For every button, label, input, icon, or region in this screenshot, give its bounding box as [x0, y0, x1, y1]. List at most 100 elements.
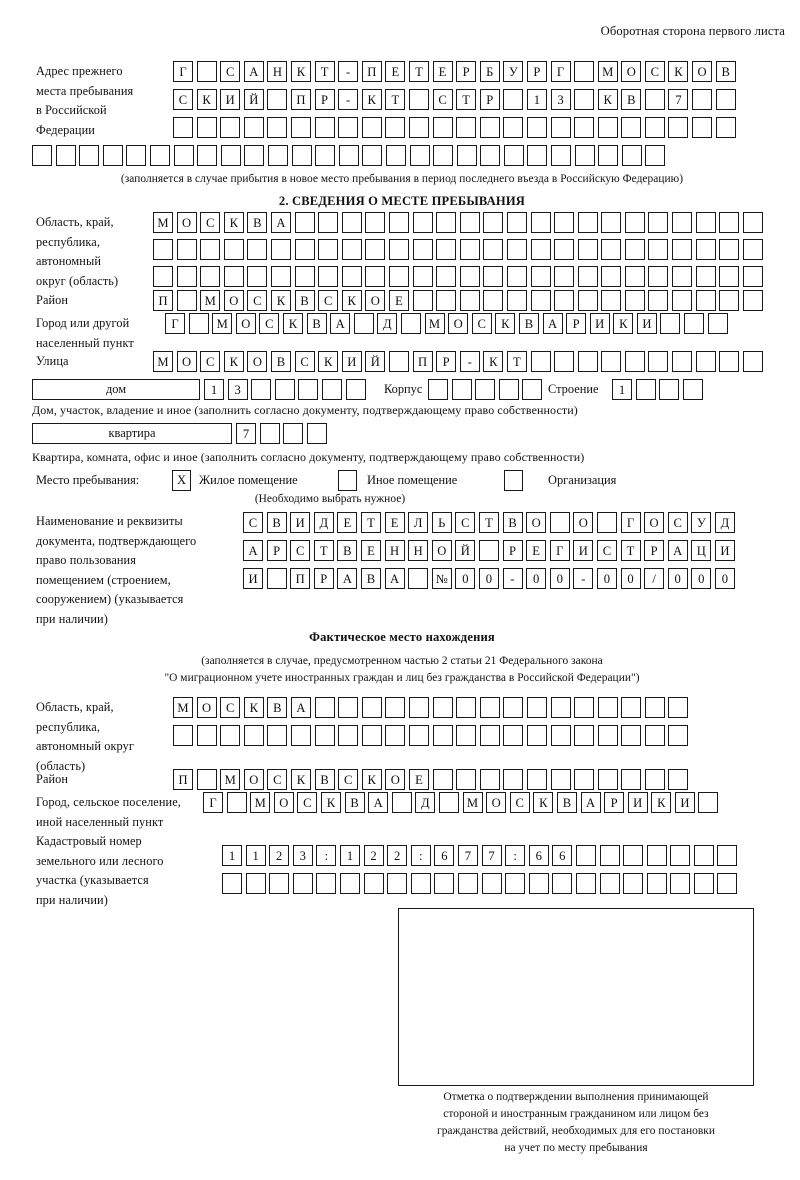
house-number-cell-7[interactable] [345, 379, 366, 400]
actual-region-r1-cell-3[interactable]: С [220, 697, 241, 718]
actual-city-cell-7[interactable]: В [344, 792, 365, 813]
previous-address-r3-cell-14[interactable] [479, 117, 500, 138]
section2-region-r3-cell-2[interactable] [176, 266, 197, 287]
previous-address-r2-cell-1[interactable]: С [173, 89, 193, 110]
actual-region-r2-cell-8[interactable] [338, 725, 359, 746]
cadastral-r2-cell-10[interactable] [434, 873, 455, 894]
previous-address-r1-cell-23[interactable]: О [692, 61, 713, 82]
document-r3-cell-4[interactable]: Р [313, 568, 334, 589]
actual-district-cell-7[interactable]: В [314, 769, 335, 790]
actual-region-r2-cell-10[interactable] [385, 725, 406, 746]
section2-region-r2-cell-18[interactable] [554, 239, 575, 260]
previous-address-r2-cell-21[interactable] [644, 89, 665, 110]
actual-region-r2-cell-16[interactable] [526, 725, 547, 746]
section2-street-cell-18[interactable] [554, 351, 575, 372]
actual-region-r1-cell-4[interactable]: К [243, 697, 264, 718]
section2-region-r3-cell-15[interactable] [483, 266, 504, 287]
document-r1-cell-10[interactable]: С [455, 512, 476, 533]
section2-district-cell-23[interactable] [672, 290, 693, 311]
section2-region-r2-cell-10[interactable] [365, 239, 386, 260]
previous-address-r1-cell-6[interactable]: К [290, 61, 311, 82]
document-r2-cell-8[interactable]: Н [408, 540, 429, 561]
previous-address-r2-cell-12[interactable]: С [432, 89, 453, 110]
actual-district-cell-9[interactable]: К [361, 769, 382, 790]
section2-region-r1-cell-7[interactable] [294, 212, 315, 233]
section2-region-r1-cell-16[interactable] [506, 212, 527, 233]
cadastral-r2-cell-14[interactable] [528, 873, 549, 894]
previous-address-row-3[interactable] [173, 117, 739, 138]
section2-street-cell-3[interactable]: С [200, 351, 221, 372]
section2-region-r3-cell-3[interactable] [200, 266, 221, 287]
cadastral-r2-cell-9[interactable] [410, 873, 431, 894]
section2-street-cell-5[interactable]: О [247, 351, 268, 372]
section2-street-cell-19[interactable] [577, 351, 598, 372]
cadastral-r1-cell-21[interactable] [693, 845, 714, 866]
section2-district-cell-19[interactable] [577, 290, 598, 311]
section2-district-cell-13[interactable] [436, 290, 457, 311]
previous-address-r2-cell-5[interactable] [267, 89, 288, 110]
previous-address-r3-cell-11[interactable] [408, 117, 429, 138]
section2-region-r1-cell-24[interactable] [695, 212, 716, 233]
actual-district-cell-16[interactable] [526, 769, 547, 790]
cadastral-r1-cell-8[interactable]: 2 [387, 845, 408, 866]
actual-city-cell-21[interactable]: И [674, 792, 695, 813]
section2-street-cell-1[interactable]: М [153, 351, 173, 372]
section2-region-r3-cell-23[interactable] [672, 266, 693, 287]
document-r2-cell-15[interactable]: И [573, 540, 594, 561]
section2-city-cell-6[interactable]: К [282, 313, 303, 334]
flat-number-cell-1[interactable]: 7 [236, 423, 256, 444]
document-r2-cell-9[interactable]: О [431, 540, 452, 561]
section2-region-r3-cell-12[interactable] [412, 266, 433, 287]
actual-district-cell-22[interactable] [668, 769, 689, 790]
cadastral-r1-cell-14[interactable]: 6 [528, 845, 549, 866]
section2-region-r1-cell-25[interactable] [719, 212, 740, 233]
document-r3-cell-1[interactable]: И [243, 568, 263, 589]
document-r3-cell-8[interactable] [408, 568, 429, 589]
previous-address-r1-cell-22[interactable]: К [668, 61, 689, 82]
actual-region-r1-cell-13[interactable] [456, 697, 477, 718]
document-r1-cell-16[interactable] [596, 512, 617, 533]
actual-city-cell-17[interactable]: А [580, 792, 601, 813]
actual-region-r2-cell-7[interactable] [314, 725, 335, 746]
actual-region-r2-cell-17[interactable] [550, 725, 571, 746]
actual-city-cell-6[interactable]: К [320, 792, 341, 813]
korpus-number-cell-2[interactable] [451, 379, 472, 400]
section2-region-r3-cell-14[interactable] [459, 266, 480, 287]
stroenie-number-cell-2[interactable] [635, 379, 656, 400]
cadastral-r1-cell-7[interactable]: 2 [363, 845, 384, 866]
previous-address-r3-cell-20[interactable] [621, 117, 642, 138]
document-r3-cell-6[interactable]: В [360, 568, 381, 589]
section2-region-r3-cell-9[interactable] [341, 266, 362, 287]
section2-district-cell-8[interactable]: С [318, 290, 339, 311]
previous-address-r4-cell-7[interactable] [173, 145, 194, 166]
cadastral-r2-cell-6[interactable] [339, 873, 360, 894]
previous-address-r4-cell-24[interactable] [574, 145, 595, 166]
document-r1-cell-18[interactable]: О [644, 512, 665, 533]
stroenie-number-cell-4[interactable] [682, 379, 703, 400]
stay-type-checkbox-other[interactable] [338, 470, 357, 491]
previous-address-r1-cell-24[interactable]: В [715, 61, 736, 82]
actual-city-cell-4[interactable]: О [273, 792, 294, 813]
actual-region-r1-cell-16[interactable] [526, 697, 547, 718]
section2-city-cell-10[interactable]: Д [377, 313, 398, 334]
section2-street-cell-11[interactable] [388, 351, 409, 372]
document-r2-cell-21[interactable]: И [714, 540, 735, 561]
section2-region-r1-cell-10[interactable] [365, 212, 386, 233]
previous-address-r4-cell-26[interactable] [621, 145, 642, 166]
cadastral-r2-cell-4[interactable] [292, 873, 313, 894]
document-r2-cell-1[interactable]: А [243, 540, 263, 561]
section2-region-r1-cell-3[interactable]: С [200, 212, 221, 233]
document-r2-cell-10[interactable]: Й [455, 540, 476, 561]
document-r2-cell-14[interactable]: Г [549, 540, 570, 561]
section2-region-r1-cell-15[interactable] [483, 212, 504, 233]
document-r3-cell-9[interactable]: № [431, 568, 452, 589]
section2-region-r2-cell-21[interactable] [624, 239, 645, 260]
document-r1-cell-19[interactable]: С [667, 512, 688, 533]
section2-district-cell-9[interactable]: К [341, 290, 362, 311]
cadastral-r2-cell-5[interactable] [316, 873, 337, 894]
previous-address-r3-cell-17[interactable] [550, 117, 571, 138]
